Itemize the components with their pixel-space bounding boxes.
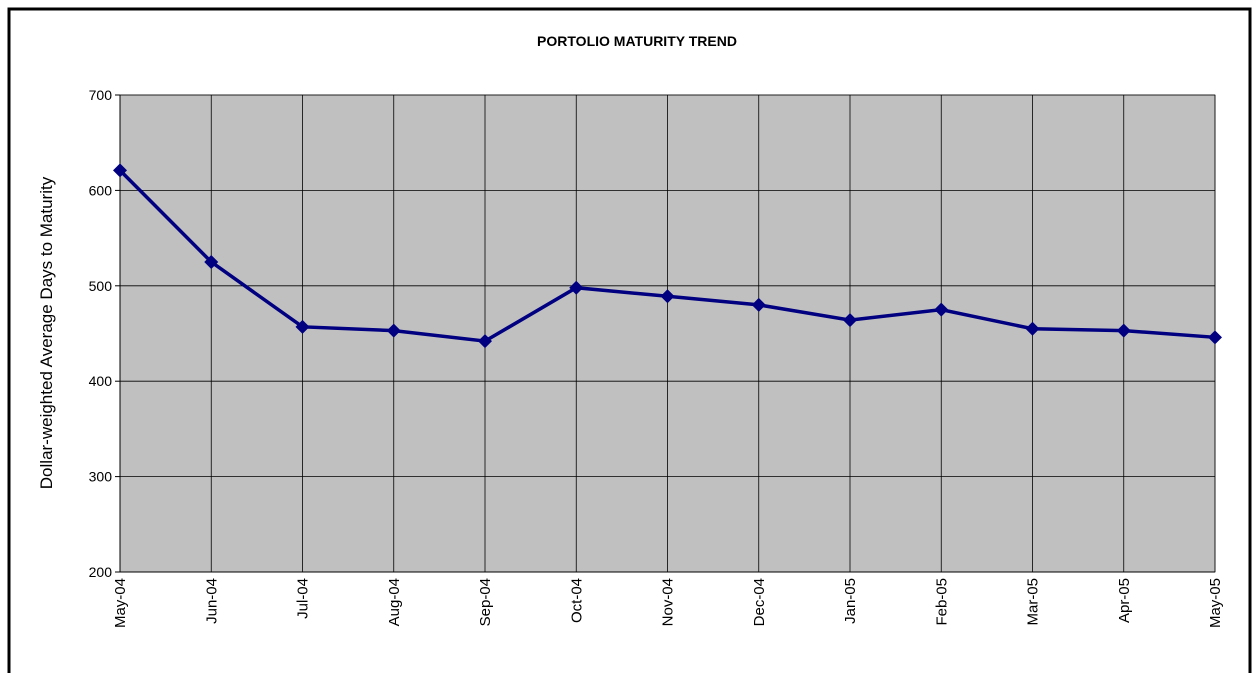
x-tick-label: May-04 [112, 578, 129, 628]
x-tick-label: Sep-04 [477, 578, 494, 626]
point-marker [934, 302, 949, 317]
chart-frame [7, 7, 1252, 673]
x-tick-label: Jan-05 [842, 578, 859, 624]
y-tick-label: 400 [89, 373, 113, 389]
x-tick-label: Apr-05 [1116, 578, 1133, 623]
point-marker [751, 297, 766, 312]
x-tick-label: Mar-05 [1025, 578, 1042, 626]
point-marker [204, 254, 219, 269]
x-tick-label: Oct-04 [568, 578, 585, 623]
point-marker [386, 323, 401, 338]
point-marker [843, 313, 857, 328]
point-marker [113, 163, 127, 178]
point-marker [1208, 330, 1222, 345]
y-tick-label: 300 [89, 469, 113, 485]
point-marker [569, 280, 584, 295]
x-tick-label: Aug-04 [386, 578, 403, 626]
x-tick-label: Dec-04 [751, 578, 768, 626]
y-tick-label: 700 [89, 87, 113, 103]
point-marker [1116, 323, 1131, 338]
point-marker [295, 319, 310, 334]
point-marker [478, 334, 492, 349]
y-axis-label: Dollar-weighted Average Days to Maturity [37, 176, 56, 489]
x-tick-label: Jun-04 [203, 578, 220, 624]
y-tick-label: 500 [89, 278, 113, 294]
x-tick-label: Feb-05 [933, 578, 950, 626]
x-tick-label: Jul-04 [295, 578, 312, 619]
x-tick-label: Nov-04 [660, 578, 677, 626]
y-tick-label: 600 [89, 182, 113, 198]
point-marker [1025, 321, 1040, 336]
x-tick-label: May-05 [1207, 578, 1224, 628]
y-tick-label: 200 [89, 564, 113, 580]
chart-title: PORTOLIO MATURITY TREND [537, 33, 737, 49]
point-marker [660, 289, 675, 304]
